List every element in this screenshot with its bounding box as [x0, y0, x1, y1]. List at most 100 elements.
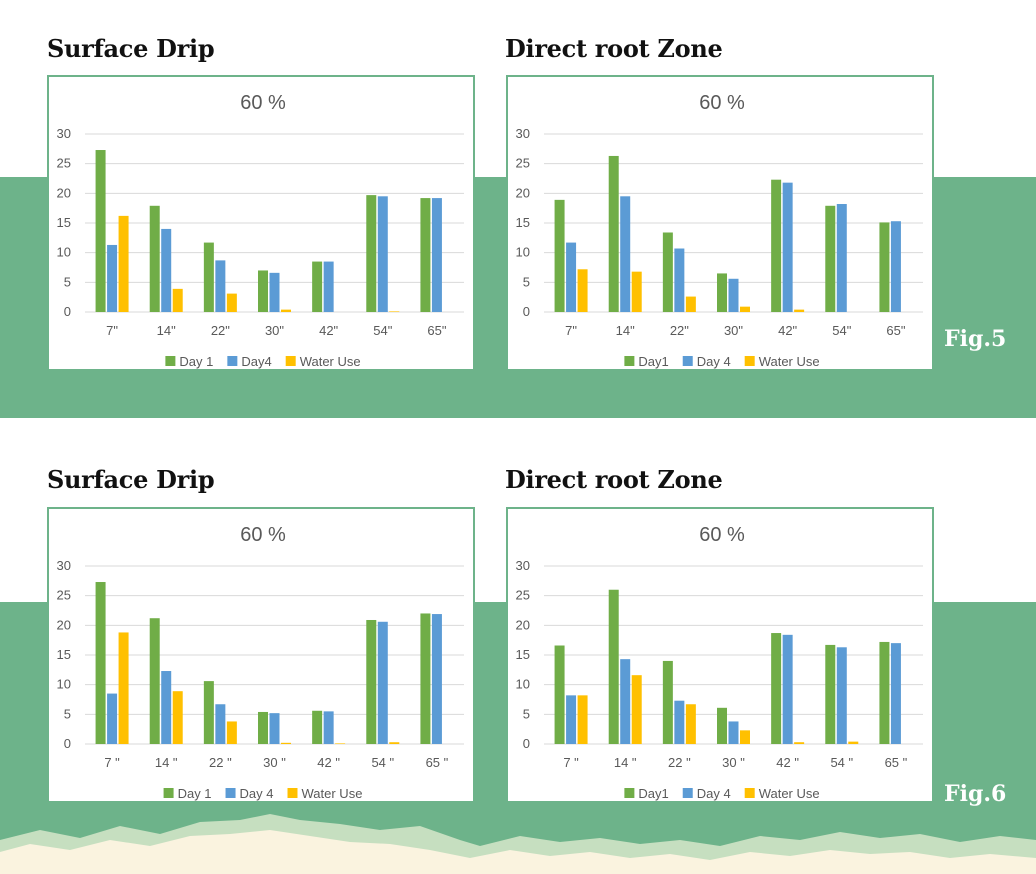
- x-tick-label: 7 ": [563, 755, 579, 770]
- x-tick-label: 14": [616, 323, 635, 338]
- bar-day4: [269, 272, 280, 312]
- bar-water-use: [172, 288, 183, 312]
- bar-day4: [890, 221, 901, 312]
- y-tick-label: 15: [516, 647, 530, 662]
- x-tick-label: 30": [265, 323, 284, 338]
- torn-paper-edge: [0, 814, 1036, 874]
- x-tick-label: 22 ": [209, 755, 232, 770]
- y-tick-label: 30: [57, 126, 71, 141]
- bar-day1: [662, 232, 673, 312]
- x-tick-label: 54": [373, 323, 392, 338]
- y-tick-label: 25: [57, 156, 71, 171]
- bar-day1: [149, 205, 160, 312]
- bar-day1: [95, 150, 106, 312]
- x-tick-label: 42": [319, 323, 338, 338]
- x-tick-label: 7": [565, 323, 577, 338]
- bar-water-use: [172, 691, 183, 744]
- bar-water-use: [226, 293, 237, 312]
- bar-day1: [554, 199, 565, 312]
- x-tick-label: 54 ": [830, 755, 853, 770]
- y-tick-label: 5: [523, 274, 530, 289]
- bar-water-use: [389, 742, 400, 744]
- bar-water-use: [794, 742, 805, 744]
- bar-day4: [215, 704, 226, 744]
- y-tick-label: 20: [57, 185, 71, 200]
- bar-day1: [825, 205, 836, 312]
- bar-day4: [566, 242, 577, 312]
- bar-water-use: [389, 311, 400, 312]
- chart-fig5-surface-drip: 60 % 0 5 10 15 20 25 30 7" 14" 22" 30" 42" 54" 65" Day …: [47, 75, 475, 371]
- legend-swatch: [624, 788, 635, 798]
- legend-label: Water Use: [300, 354, 361, 369]
- legend-swatch: [285, 356, 296, 366]
- bar-day1: [771, 633, 782, 744]
- x-tick-label: 22 ": [668, 755, 691, 770]
- x-tick-label: 7 ": [104, 755, 120, 770]
- bar-day1: [420, 198, 431, 312]
- y-tick-label: 30: [516, 558, 530, 573]
- x-tick-label: 30 ": [263, 755, 286, 770]
- bar-day4: [890, 643, 901, 744]
- bar-water-use: [226, 721, 237, 744]
- bar-day4: [107, 693, 118, 744]
- y-tick-label: 10: [516, 245, 530, 260]
- x-tick-label: 22": [211, 323, 230, 338]
- bar-water-use: [740, 730, 750, 744]
- bar-day4: [782, 634, 793, 744]
- legend-label: Day 4: [240, 786, 274, 801]
- bar-day1: [879, 222, 890, 312]
- legend-swatch: [225, 788, 236, 798]
- bar-water-use: [281, 742, 291, 744]
- y-tick-label: 10: [516, 677, 530, 692]
- y-tick-label: 25: [516, 588, 530, 603]
- bar-day1: [203, 681, 214, 744]
- bar-day4: [620, 659, 631, 744]
- y-tick-label: 10: [57, 245, 71, 260]
- x-tick-label: 54 ": [371, 755, 394, 770]
- legend-label: Day4: [241, 354, 271, 369]
- bar-water-use: [631, 271, 642, 312]
- x-tick-label: 22": [670, 323, 689, 338]
- legend-label: Water Use: [759, 786, 820, 801]
- bar-day4: [782, 182, 793, 312]
- bar-water-use: [685, 296, 696, 312]
- bar-day1: [258, 711, 268, 744]
- section-title-fig5-right: Direct root Zone: [505, 34, 723, 63]
- legend-label: Day 4: [697, 786, 731, 801]
- x-tick-label: 7": [106, 323, 118, 338]
- bar-day1: [95, 582, 106, 744]
- x-tick-label: 65": [427, 323, 446, 338]
- bar-water-use: [118, 632, 129, 744]
- bar-day4: [377, 621, 388, 744]
- chart-fig6-surface-drip: 60 % 0 5 10 15 20 25 30 7 " 14 " 22 " 30 " 42 " 54 " 6…: [47, 507, 475, 803]
- x-tick-label: 65 ": [426, 755, 449, 770]
- y-tick-label: 20: [516, 185, 530, 200]
- bar-day4: [674, 248, 685, 312]
- bar-day1: [312, 261, 323, 312]
- bar-water-use: [740, 306, 750, 312]
- bar-day1: [554, 645, 565, 744]
- chart-title: 60 %: [699, 524, 745, 546]
- bar-chart-svg: 60 % 0 5 10 15 20 25 30 7 " 14 " 22 " 30 " 42 " 54 " 6…: [516, 524, 923, 801]
- bar-day4: [674, 700, 685, 744]
- y-tick-label: 0: [523, 736, 530, 751]
- y-tick-label: 0: [64, 304, 71, 319]
- legend-swatch: [744, 356, 755, 366]
- legend-label: Day 1: [178, 786, 212, 801]
- figure-label-fig5: Fig.5: [944, 326, 1007, 352]
- bar-water-use: [118, 215, 129, 312]
- bar-day1: [366, 619, 377, 744]
- bar-day4: [161, 228, 172, 312]
- bar-water-use: [335, 743, 346, 744]
- section-title-fig6-right: Direct root Zone: [505, 465, 723, 494]
- bar-day4: [728, 278, 739, 312]
- legend-swatch: [287, 788, 298, 798]
- x-tick-label: 54": [832, 323, 851, 338]
- bar-day1: [366, 195, 377, 312]
- bar-water-use: [631, 675, 642, 744]
- x-tick-label: 42 ": [317, 755, 340, 770]
- bar-day1: [258, 270, 268, 312]
- x-tick-label: 65": [886, 323, 905, 338]
- y-tick-label: 5: [64, 274, 71, 289]
- bar-day4: [323, 261, 334, 312]
